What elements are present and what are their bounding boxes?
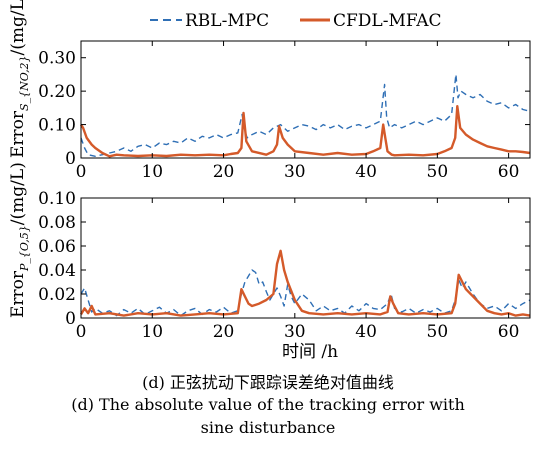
bottom-axes-frame: [80, 197, 531, 319]
top-xtick-label: 30: [284, 162, 306, 182]
top-ytick-label: 0.30: [38, 49, 76, 69]
legend: RBL-MPC CFDL-MFAC: [150, 11, 441, 31]
top-xtick-label: 60: [498, 162, 520, 182]
figure: RBL-MPC CFDL-MFAC ErrorS_{NO,2}/(mg/L) 0…: [8, 0, 531, 360]
bottom-xtick-label: 20: [213, 322, 235, 342]
bottom-ytick-label: 0.04: [38, 261, 76, 281]
top-xtick-label: 40: [355, 162, 377, 182]
top-ylabel-main: Error: [8, 110, 28, 158]
top-xtick-label: 10: [141, 162, 163, 182]
bottom-ylabel-main: Error: [8, 270, 28, 318]
top-series-rblmpc-line: [80, 73, 531, 158]
caption-line-1: (d) 正弦扰动下跟踪误差绝对值曲线: [142, 373, 394, 392]
legend-rblmpc-label: RBL-MPC: [185, 11, 269, 31]
top-panel: ErrorS_{NO,2}/(mg/L) 0 10 20 30 40 50 60 0 0.10 0…: [8, 0, 531, 182]
bottom-xtick-label: 60: [498, 322, 520, 342]
caption-line-2: (d) The absolute value of the tracking e…: [71, 395, 465, 414]
caption-line-3: sine disturbance: [200, 418, 336, 437]
bottom-panel: ErrorP_{O,5}/(mg/L) 0 10 20 30 40 50 6000.020.…: [8, 162, 531, 342]
bottom-ytick-label: 0: [65, 309, 76, 329]
top-axes-frame: [80, 40, 531, 159]
top-ytick-label: 0: [65, 149, 76, 169]
bottom-ylabel-unit: /(mg/L): [8, 162, 28, 225]
x-axis-label: 时间 /h: [282, 342, 338, 360]
bottom-xtick-label: 30: [284, 322, 306, 342]
bottom-xtick-label: 50: [427, 322, 449, 342]
top-xtick-label: 0: [76, 162, 87, 182]
bottom-series-rblmpc-line: [80, 269, 531, 317]
top-ylabel-sub: S_{NO,2}: [18, 55, 31, 111]
bottom-ytick-label: 0.10: [38, 189, 76, 209]
bottom-ylabel-sub: P_{O,5}: [18, 225, 31, 272]
top-ylabel: ErrorS_{NO,2}/(mg/L): [8, 0, 31, 158]
top-ytick-label: 0.20: [38, 82, 76, 102]
bottom-ytick-label: 0.06: [38, 237, 76, 257]
bottom-ytick-label: 0.08: [38, 213, 76, 233]
top-ylabel-unit: /(mg/L): [8, 0, 28, 55]
top-series-cfdlmfac-line: [79, 104, 531, 158]
bottom-xtick-label: 10: [141, 322, 163, 342]
top-ytick-label: 0.10: [38, 116, 76, 136]
legend-cfdlmfac-label: CFDL-MFAC: [333, 11, 441, 31]
bottom-xtick-label: 0: [76, 322, 87, 342]
top-xtick-label: 20: [213, 162, 235, 182]
top-xtick-label: 50: [427, 162, 449, 182]
bottom-xtick-label: 40: [355, 322, 377, 342]
bottom-ytick-label: 0.02: [38, 285, 76, 305]
bottom-series-cfdlmfac-line: [79, 249, 531, 317]
bottom-ylabel: ErrorP_{O,5}/(mg/L): [8, 162, 31, 318]
